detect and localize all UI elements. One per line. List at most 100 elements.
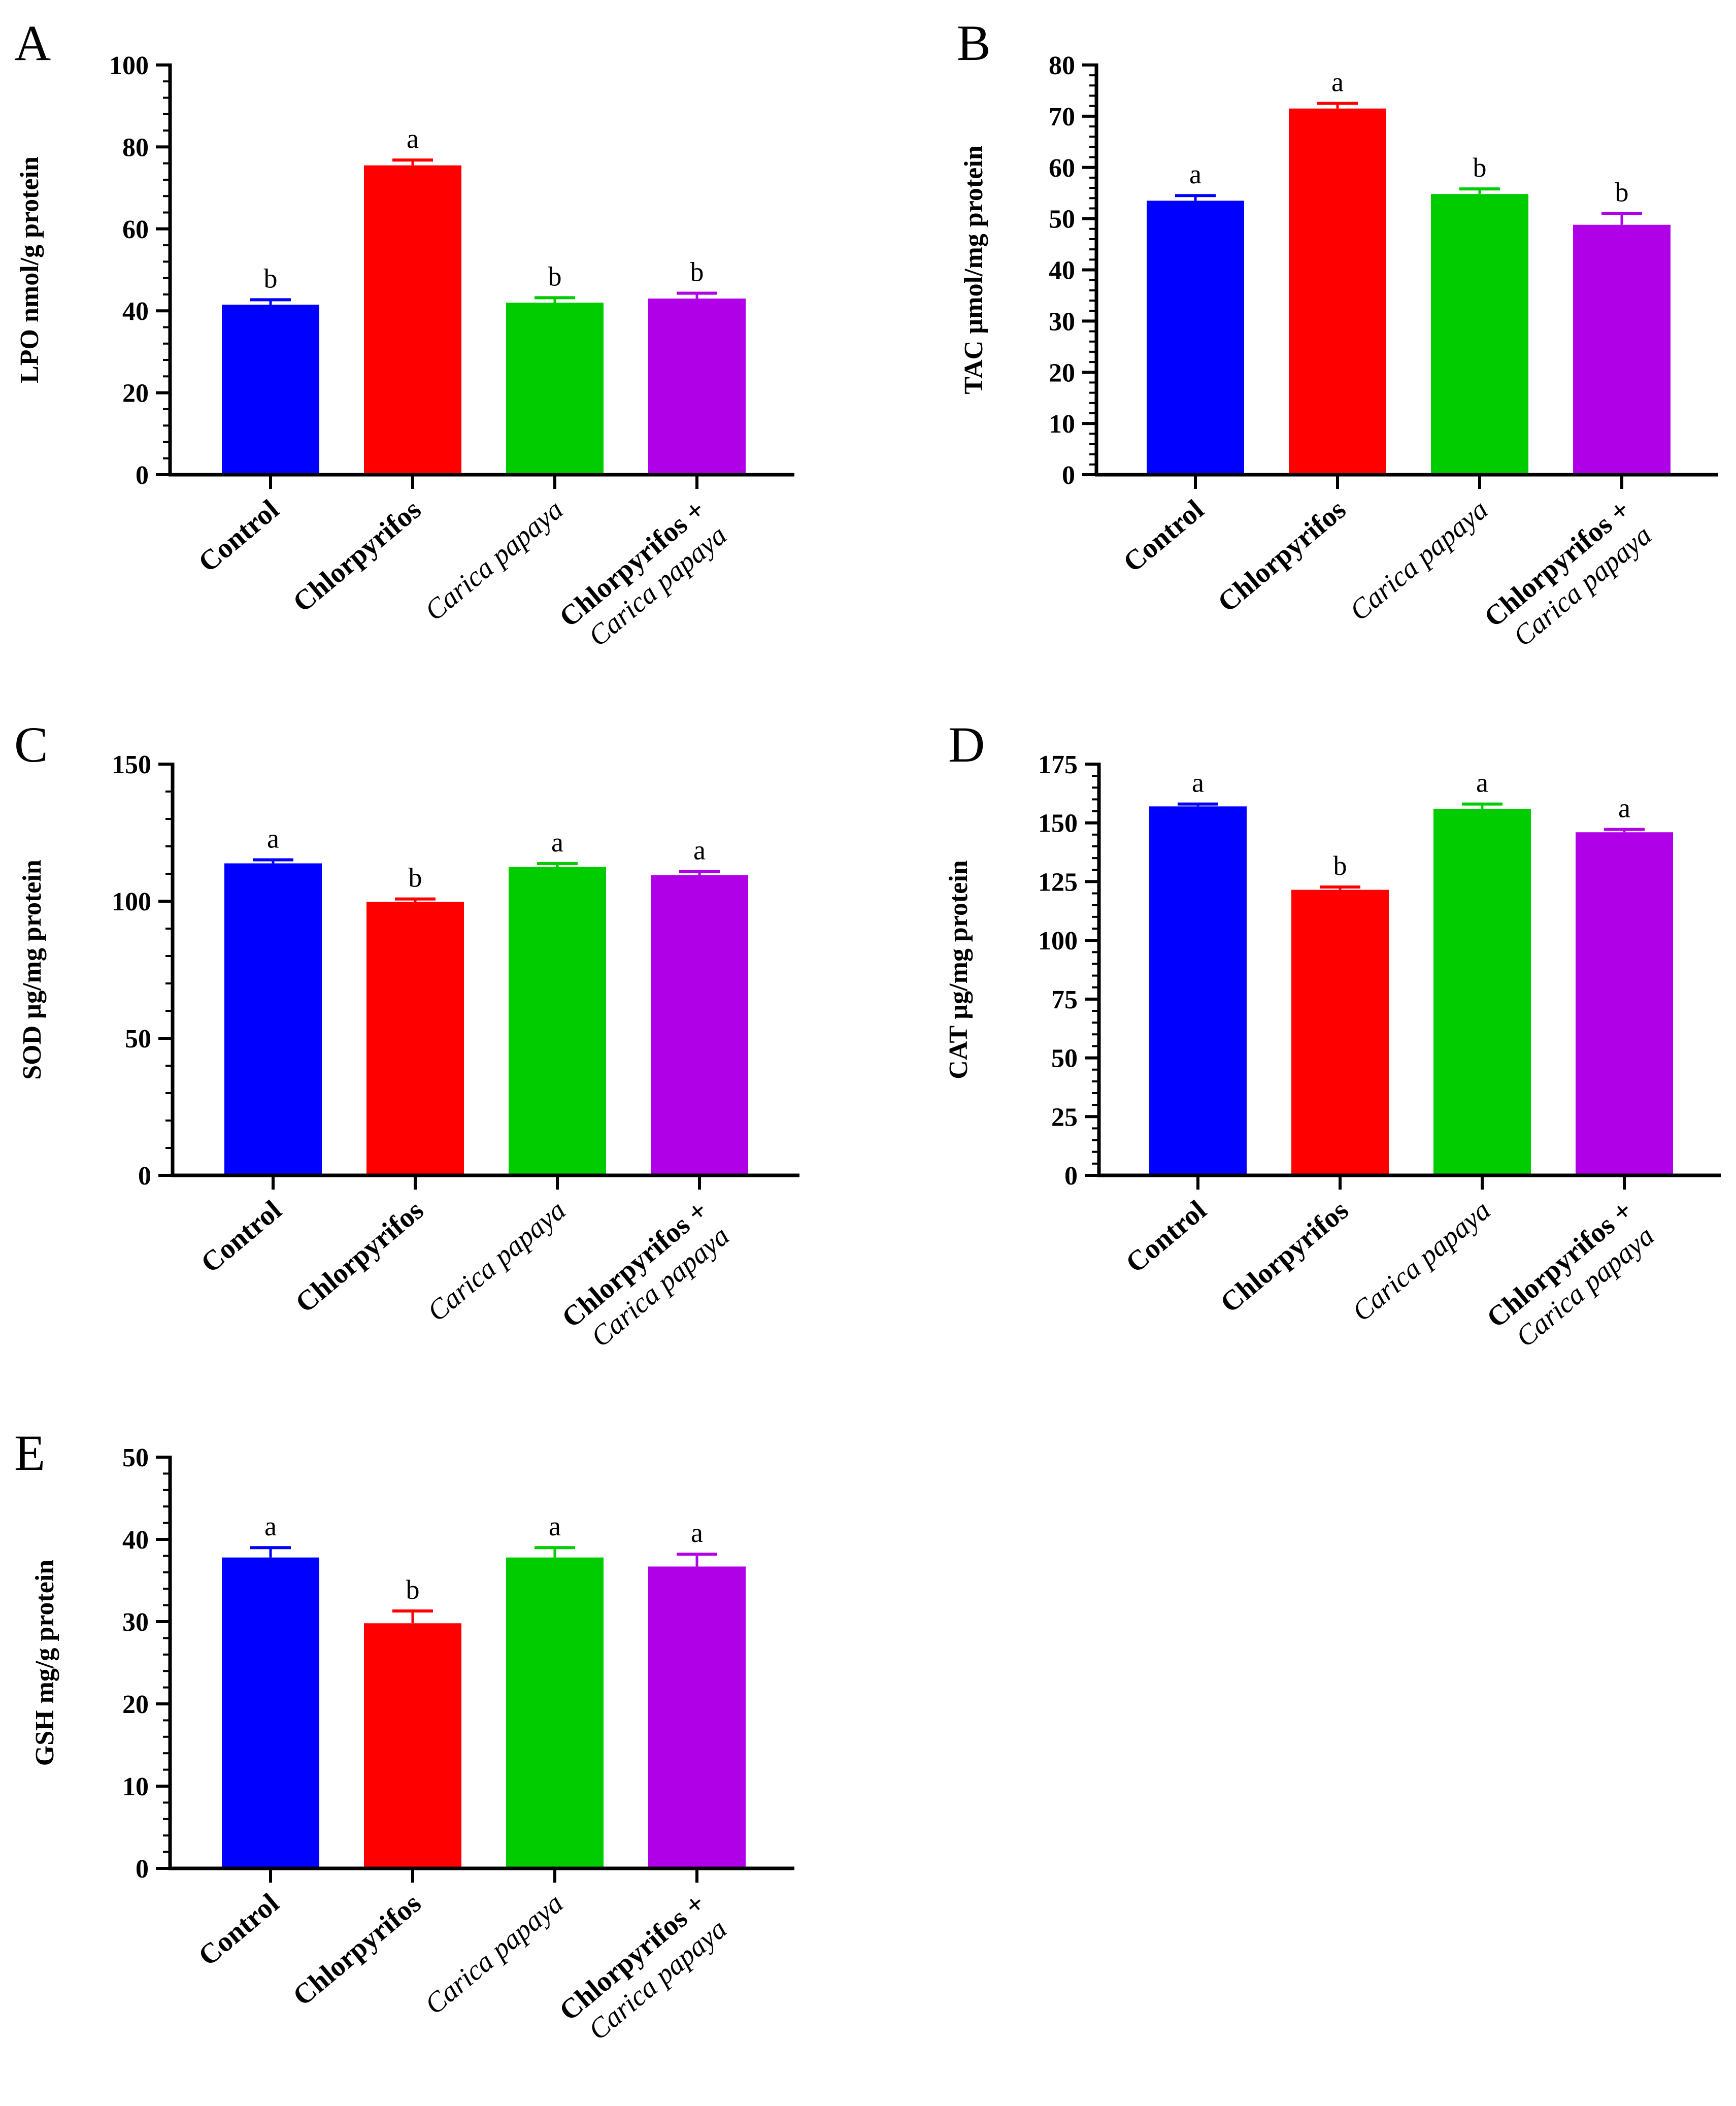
significance-letter: b [1473, 152, 1487, 183]
significance-letter: a [1189, 159, 1201, 189]
y-tick-label: 150 [112, 750, 151, 779]
x-tick-label-line: Chlorpyrifos [287, 1887, 427, 2012]
y-tick-label: 100 [112, 887, 151, 916]
y-tick-label: 20 [1049, 358, 1075, 387]
bar [1573, 224, 1671, 475]
y-tick-label: 0 [1064, 1162, 1078, 1191]
y-tick-label: 10 [122, 1772, 149, 1801]
panel-letter: D [948, 716, 985, 773]
y-axis-label: LPO nmol/g protein [15, 156, 44, 383]
y-tick-label: 40 [1049, 256, 1075, 285]
bar [222, 1557, 319, 1868]
significance-letter: b [409, 863, 422, 893]
bar [1433, 808, 1531, 1175]
y-axis-label: TAC µmol/mg protein [959, 145, 988, 394]
x-tick-label: Control [192, 1887, 285, 1972]
y-tick-label: 75 [1051, 985, 1078, 1014]
significance-letter: a [693, 835, 706, 866]
y-axis-label: SOD µg/mg protein [18, 860, 47, 1080]
bar [1149, 806, 1247, 1175]
panel-B: B TAC µmol/mg protein a a b b 0 10 20 30 40 50 60 70 8… [957, 15, 1718, 659]
bar [364, 165, 461, 475]
y-tick-label: 10 [1049, 410, 1075, 439]
y-tick-label: 70 [1049, 103, 1075, 131]
y-tick-label: 0 [136, 1855, 149, 1884]
y-tick-label: 25 [1051, 1103, 1078, 1132]
significance-letter: b [548, 261, 562, 291]
y-tick-label: 0 [1062, 461, 1075, 490]
y-tick-label: 30 [1049, 307, 1075, 336]
bar [506, 1557, 604, 1868]
bar [222, 305, 319, 475]
x-tick-label-line: Chlorpyrifos [290, 1194, 430, 1319]
bar [1147, 201, 1244, 475]
y-tick-label: 50 [1049, 205, 1075, 234]
y-tick-label: 125 [1038, 868, 1078, 897]
bar [1576, 832, 1673, 1175]
x-tick-label: Chlorpyrifos +Carica papaya [1478, 493, 1657, 659]
x-tick-label-line: Carica papaya [419, 493, 569, 627]
significance-letter: a [264, 1511, 277, 1541]
x-tick-label-line: Control [1120, 1194, 1212, 1279]
bar [509, 867, 606, 1175]
significance-letter: a [407, 123, 419, 154]
y-axis-label: CAT µg/mg protein [944, 860, 973, 1079]
panel-letter: C [14, 716, 48, 773]
x-tick-label-line: Carica papaya [419, 1887, 569, 2020]
x-tick-label-line: Chlorpyrifos [287, 493, 427, 618]
x-tick-label-line: Control [192, 1887, 285, 1972]
significance-letter: b [1333, 850, 1347, 881]
x-tick-label: Chlorpyrifos +Carica papaya [556, 1194, 735, 1360]
significance-letter: a [1618, 793, 1630, 824]
y-tick-label: 0 [138, 1162, 151, 1191]
x-tick-label: Chlorpyrifos [287, 1887, 427, 2012]
significance-letter: a [1331, 67, 1344, 97]
x-tick-label-line: Chlorpyrifos [1212, 493, 1352, 618]
bar [506, 303, 604, 475]
significance-letter: b [264, 263, 278, 293]
x-tick-label-line: Chlorpyrifos [1215, 1194, 1355, 1319]
panel-letter: E [14, 1425, 45, 1481]
x-tick-label: Chlorpyrifos [1212, 493, 1352, 618]
y-tick-label: 100 [109, 51, 149, 80]
x-tick-label: Control [192, 493, 285, 578]
x-tick-label-line: Carica papaya [1344, 493, 1494, 627]
y-tick-label: 40 [122, 297, 149, 326]
y-tick-label: 80 [122, 133, 149, 162]
significance-letter: a [267, 823, 279, 853]
panel-letter: A [14, 15, 51, 71]
bar [1431, 194, 1528, 475]
x-tick-label-line: Control [192, 493, 285, 578]
x-tick-label: Chlorpyrifos [290, 1194, 430, 1319]
panel-D: D CAT µg/mg protein a b a a 0 25 50 75 100 125 150 17… [944, 716, 1721, 1353]
bar [648, 298, 746, 475]
significance-letter: a [549, 1511, 561, 1541]
bar [224, 863, 322, 1175]
y-tick-label: 20 [122, 1690, 149, 1719]
y-tick-label: 30 [122, 1608, 149, 1637]
significance-letter: a [1192, 768, 1204, 798]
x-tick-label: Control [195, 1194, 287, 1279]
x-tick-label: Control [1117, 493, 1210, 578]
significance-letter: a [691, 1518, 703, 1548]
x-tick-label: Chlorpyrifos [287, 493, 427, 618]
x-tick-label: Carica papaya [1344, 493, 1494, 627]
y-axis-label: GSH mg/g protein [30, 1560, 59, 1766]
x-tick-label-line: Carica papaya [1346, 1194, 1496, 1327]
x-tick-label-line: Control [195, 1194, 287, 1279]
x-tick-label: Control [1120, 1194, 1212, 1279]
y-tick-label: 50 [1051, 1044, 1078, 1073]
y-tick-label: 0 [136, 461, 149, 490]
x-tick-label: Chlorpyrifos +Carica papaya [553, 493, 732, 659]
y-tick-label: 40 [122, 1526, 149, 1555]
bar [1289, 108, 1386, 475]
bar [1291, 890, 1389, 1175]
y-tick-label: 20 [122, 379, 149, 408]
panel-A: A LPO nmol/g protein b a b b 0 20 40 60 80 100 Contr… [14, 15, 794, 659]
y-tick-label: 100 [1038, 927, 1078, 956]
x-tick-label: Chlorpyrifos [1215, 1194, 1355, 1319]
bar [648, 1566, 746, 1868]
